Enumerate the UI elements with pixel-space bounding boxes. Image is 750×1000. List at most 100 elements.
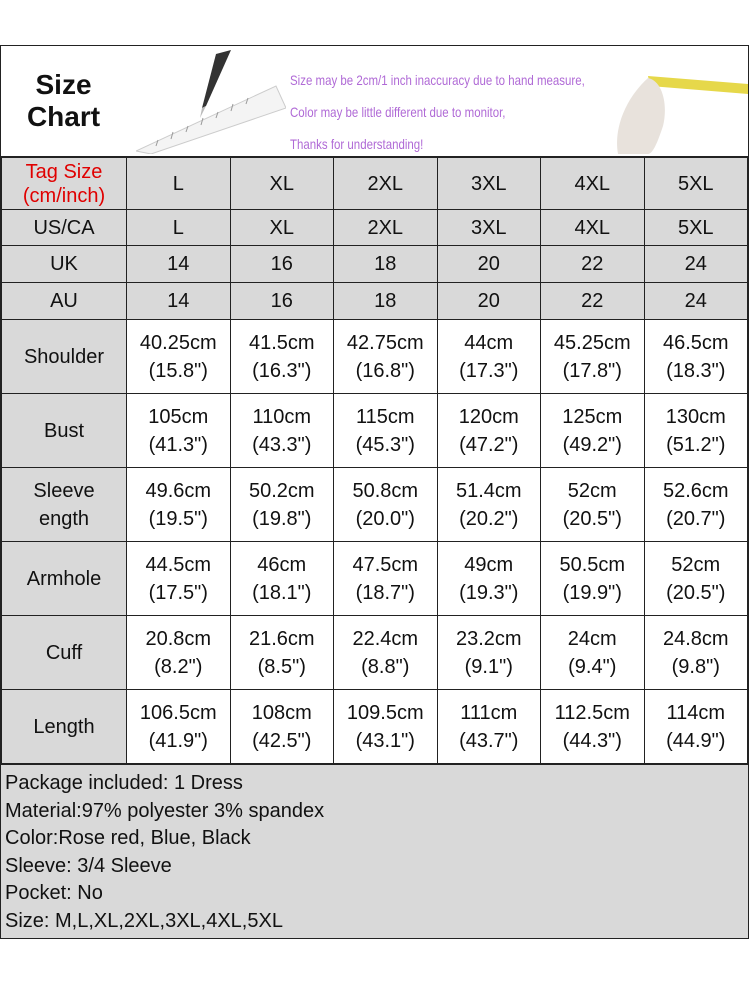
tag-size-row: Tag Size (cm/inch) L XL 2XL 3XL 4XL 5XL: [1, 157, 748, 210]
cell-text: (44.3"): [562, 729, 622, 752]
cell-text: 111cm: [460, 701, 518, 724]
measurement-row: Shoulder 40.25cm (15.8") 41.5cm (16.3") 42.75…: [1, 319, 748, 394]
cell-text: 3XL: [470, 172, 507, 195]
measurement-cell: 110cm (43.3"): [229, 393, 334, 468]
info-line: Material:97% polyester 3% spandex: [5, 799, 325, 822]
cell-text: (cm/inch): [22, 184, 106, 207]
info-line: Color:Rose red, Blue, Black: [5, 827, 251, 850]
measurement-cell: 105cm (41.3"): [126, 393, 231, 468]
cell-text: Cuff: [45, 641, 83, 664]
cell-text: 106.5cm: [139, 701, 217, 724]
cell-text: (19.5"): [148, 507, 208, 530]
measurement-cell: 112.5cm (44.3"): [540, 689, 645, 764]
cell-text: (18.3"): [666, 359, 726, 382]
size-conversion-row: US/CA L XL 2XL 3XL 4XL 5XL: [1, 209, 748, 246]
row-label: Cuff: [1, 615, 127, 690]
measurement-cell: 130cm (51.2"): [643, 393, 748, 468]
cell-text: (18.7"): [355, 581, 415, 604]
info-line: Sleeve: 3/4 Sleeve: [5, 854, 172, 877]
disclaimer-line: Size may be 2cm/1 inch inaccuracy due to…: [290, 72, 585, 88]
measurement-cell: 125cm (49.2"): [540, 393, 645, 468]
row-label: Shoulder: [1, 319, 127, 394]
measurement-cell: 52cm (20.5"): [540, 467, 645, 542]
cell-text: 120cm: [458, 405, 519, 428]
measurement-cell: 106.5cm (41.9"): [126, 689, 231, 764]
size-cell: 14: [126, 282, 231, 320]
cell-text: 44.5cm: [145, 553, 212, 576]
cell-text: XL: [269, 172, 294, 195]
title-line: Size: [35, 68, 92, 100]
cell-text: XL: [269, 216, 294, 239]
measurement-cell: 47.5cm (18.7"): [333, 541, 438, 616]
measurement-cell: 23.2cm (9.1"): [436, 615, 541, 690]
size-cell: L: [126, 209, 231, 246]
cell-text: 20: [477, 290, 500, 312]
cell-text: (41.3"): [148, 433, 208, 456]
cell-text: (9.4"): [568, 655, 617, 678]
row-label: Bust: [1, 393, 127, 468]
measurement-cell: 45.25cm (17.8"): [540, 319, 645, 394]
cell-text: (9.8"): [671, 655, 720, 678]
cell-text: ength: [38, 507, 90, 530]
row-label: Length: [1, 689, 127, 764]
size-cell: 24: [643, 282, 748, 320]
size-cell: 5XL: [643, 209, 748, 246]
cell-text: 22.4cm: [352, 627, 419, 650]
size-chart: Size Chart Size may be 2cm/1 inch inaccu…: [0, 45, 749, 939]
cell-text: 50.2cm: [248, 479, 315, 502]
measurement-cell: 120cm (47.2"): [436, 393, 541, 468]
measurement-cell: 22.4cm (8.8"): [333, 615, 438, 690]
cell-text: 47.5cm: [352, 553, 419, 576]
cell-text: (19.9"): [562, 581, 622, 604]
cell-text: 105cm: [148, 405, 209, 428]
cell-text: L: [172, 172, 184, 195]
cell-text: 24.8cm: [662, 627, 729, 650]
measurement-row: Length 106.5cm (41.9") 108cm (42.5") 109.5cm (…: [1, 689, 748, 764]
size-cell: 4XL: [540, 209, 645, 246]
cell-text: (19.3"): [459, 581, 519, 604]
cell-text: 24cm: [567, 627, 617, 650]
cell-text: (20.0"): [355, 507, 415, 530]
measurement-cell: 46cm (18.1"): [229, 541, 334, 616]
size-conversion-row: UK 14 16 18 20 22 24: [1, 245, 748, 283]
hand-measuring-tape-illustration: [617, 76, 748, 154]
measurement-row: Cuff 20.8cm (8.2") 21.6cm (8.5") 22.4cm (8.8")…: [1, 615, 748, 690]
row-label: US/CA: [1, 209, 127, 246]
size-cell: 14: [126, 245, 231, 283]
cell-text: 24: [684, 290, 707, 312]
measurement-cell: 46.5cm (18.3"): [643, 319, 748, 394]
cell-text: 108cm: [251, 701, 312, 724]
measurement-cell: 50.8cm (20.0"): [333, 467, 438, 542]
cell-text: (51.2"): [666, 433, 726, 456]
cell-text: (20.5"): [562, 507, 622, 530]
disclaimer-notes: Size may be 2cm/1 inch inaccuracy due to…: [290, 64, 585, 160]
cell-text: 109.5cm: [346, 701, 424, 724]
cell-text: 5XL: [677, 216, 714, 239]
cell-text: (17.5"): [148, 581, 208, 604]
cell-text: 21.6cm: [248, 627, 315, 650]
info-line: Size: M,L,XL,2XL,3XL,4XL,5XL: [5, 909, 283, 932]
cell-text: 112.5cm: [554, 701, 630, 724]
cell-text: 52.6cm: [662, 479, 729, 502]
measurement-cell: 50.2cm (19.8"): [229, 467, 334, 542]
cell-text: (20.7"): [666, 507, 726, 530]
cell-text: Shoulder: [23, 345, 105, 368]
cell-text: (43.1"): [355, 729, 415, 752]
cell-text: 115cm: [355, 405, 415, 428]
product-info: Package included: 1 Dress Material:97% p…: [1, 764, 748, 938]
measurement-row: Sleeve ength 49.6cm (19.5") 50.2cm (19.8") 50.…: [1, 467, 748, 542]
row-label: AU: [1, 282, 127, 320]
size-cell: XL: [229, 209, 334, 246]
size-cell: 22: [540, 282, 645, 320]
cell-text: 46cm: [257, 553, 307, 576]
cell-text: 50.8cm: [352, 479, 419, 502]
pencil-ruler-illustration: [136, 50, 286, 154]
cell-text: (42.5"): [252, 729, 312, 752]
measurement-cell: 52cm (20.5"): [643, 541, 748, 616]
size-header: L: [126, 157, 231, 210]
cell-text: Bust: [43, 419, 85, 442]
cell-text: 110cm: [252, 405, 312, 428]
cell-text: AU: [50, 290, 78, 312]
measurement-cell: 42.75cm (16.8"): [333, 319, 438, 394]
cell-text: 114cm: [666, 701, 726, 724]
